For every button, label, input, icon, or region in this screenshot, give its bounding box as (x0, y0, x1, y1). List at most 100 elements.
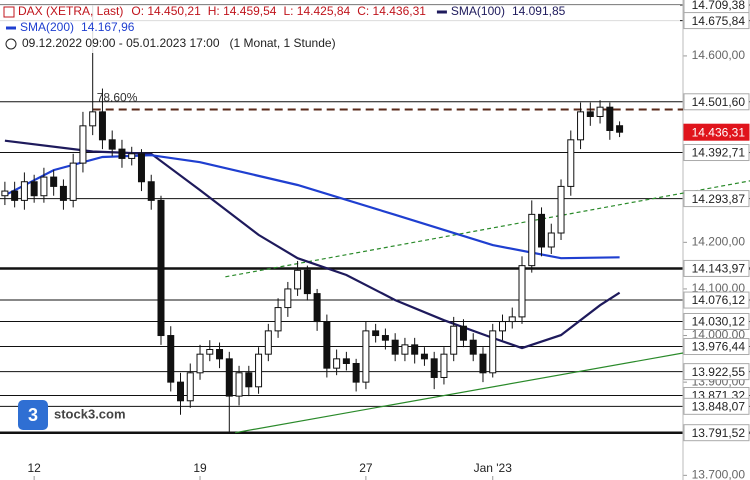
level-label-box (683, 397, 750, 415)
x-tick-label: 19 (193, 461, 207, 475)
candle-body (79, 125, 87, 164)
candle-body (440, 353, 448, 378)
candle-body (20, 181, 28, 201)
candle-body (11, 190, 19, 201)
candle-body (420, 353, 428, 360)
fib-label: 78.60% (97, 91, 138, 105)
candle-body (89, 111, 97, 127)
level-label-box (683, 93, 750, 111)
candle-body (137, 153, 145, 183)
sma-line (4, 154, 620, 260)
candle-body (177, 381, 185, 402)
candle-body (557, 185, 565, 234)
candle-body (381, 335, 389, 341)
candle-body (616, 125, 624, 133)
candle-body (498, 321, 506, 332)
candle-body (567, 139, 575, 187)
candle-body (538, 213, 546, 248)
candle-body (167, 335, 175, 383)
level-label-box (683, 312, 750, 330)
candle-body (469, 339, 477, 355)
candle-body (128, 153, 136, 159)
candle-body (98, 111, 106, 141)
y-tick-label: 14.600,00 (692, 48, 746, 62)
candle-body (577, 111, 585, 141)
trendline (225, 180, 750, 278)
x-tick-label: 27 (359, 461, 373, 475)
y-tick-label: 14.200,00 (692, 235, 746, 249)
level-label: 13.848,07 (692, 400, 746, 414)
candle-body (1, 190, 9, 197)
candle-body (40, 176, 48, 197)
level-label-box (683, 123, 750, 141)
level-label: 13.922,55 (692, 365, 746, 379)
legend-ohlc: C: 14.436,31 (357, 4, 426, 18)
level-label-box (683, 424, 750, 442)
legend-period: 09.12.2022 09:00 - 05.01.2023 17:00 (22, 36, 220, 50)
candle-body (284, 288, 292, 309)
candle-body (479, 353, 487, 374)
level-label: 14.709,38 (692, 0, 746, 12)
legend-name: SMA(100) (451, 4, 505, 18)
candle-body (216, 349, 224, 360)
brand-logo (18, 400, 48, 430)
y-tick-label: 13.700,00 (692, 468, 746, 480)
candle-body (147, 181, 155, 201)
level-label-box (683, 291, 750, 309)
candle-body (411, 344, 419, 355)
level-label: 14.030,12 (692, 315, 746, 329)
candle-body (401, 344, 409, 355)
level-label-box (683, 144, 750, 162)
candle-body (362, 330, 370, 383)
legend-value: 14.091,85 (512, 4, 566, 18)
candle-body (372, 330, 380, 337)
candle-body (255, 353, 263, 388)
candle-body (118, 148, 126, 159)
brand-name: stock3.com (54, 406, 126, 421)
level-label-box (683, 363, 750, 381)
legend-ohlc: H: 14.459,54 (208, 4, 277, 18)
candle-body (323, 321, 331, 369)
candle-body (274, 307, 282, 332)
legend-ohlc: O: 14.450,21 (131, 4, 201, 18)
period-icon (5, 38, 17, 50)
candle-body (596, 106, 604, 118)
candle-body (508, 316, 516, 323)
candle-body (206, 349, 214, 355)
level-label: 13.791,52 (692, 426, 746, 440)
candle-body (606, 106, 614, 131)
candle-body (225, 358, 233, 397)
candle-body (157, 199, 165, 337)
candle-body (450, 325, 458, 355)
overlay: DAX (XETRA, Last) 3 stock3.com 14.709,38… (0, 0, 750, 442)
brand-logo-glyph: 3 (28, 405, 38, 425)
candle-body (391, 339, 399, 355)
candle-body (586, 111, 594, 118)
level-label-box (683, 259, 750, 277)
legend-bg (0, 5, 680, 53)
legend-ohlc: L: 14.425,84 (283, 4, 350, 18)
candle-body (459, 325, 467, 341)
candle-body (518, 265, 526, 318)
candle-body (108, 139, 116, 150)
candle-body (264, 330, 272, 355)
trendline (235, 352, 684, 434)
level-label: 13.976,44 (692, 340, 746, 354)
candle-body (294, 269, 302, 290)
sma-line (4, 139, 621, 350)
level-label: 14.293,87 (692, 192, 746, 206)
candle-body (196, 353, 204, 374)
legend-name: SMA(200) (20, 20, 74, 34)
candle-body (489, 330, 497, 374)
candle-body (342, 358, 350, 364)
candle-body (235, 372, 243, 397)
candle-body (352, 362, 360, 383)
level-label: 14.143,97 (692, 262, 746, 276)
candle-body (313, 293, 321, 323)
level-label-box (683, 190, 750, 208)
candle-body (69, 162, 77, 201)
legend-instrument: DAX (XETRA, Last) (18, 4, 123, 18)
legend-icon (3, 6, 15, 18)
